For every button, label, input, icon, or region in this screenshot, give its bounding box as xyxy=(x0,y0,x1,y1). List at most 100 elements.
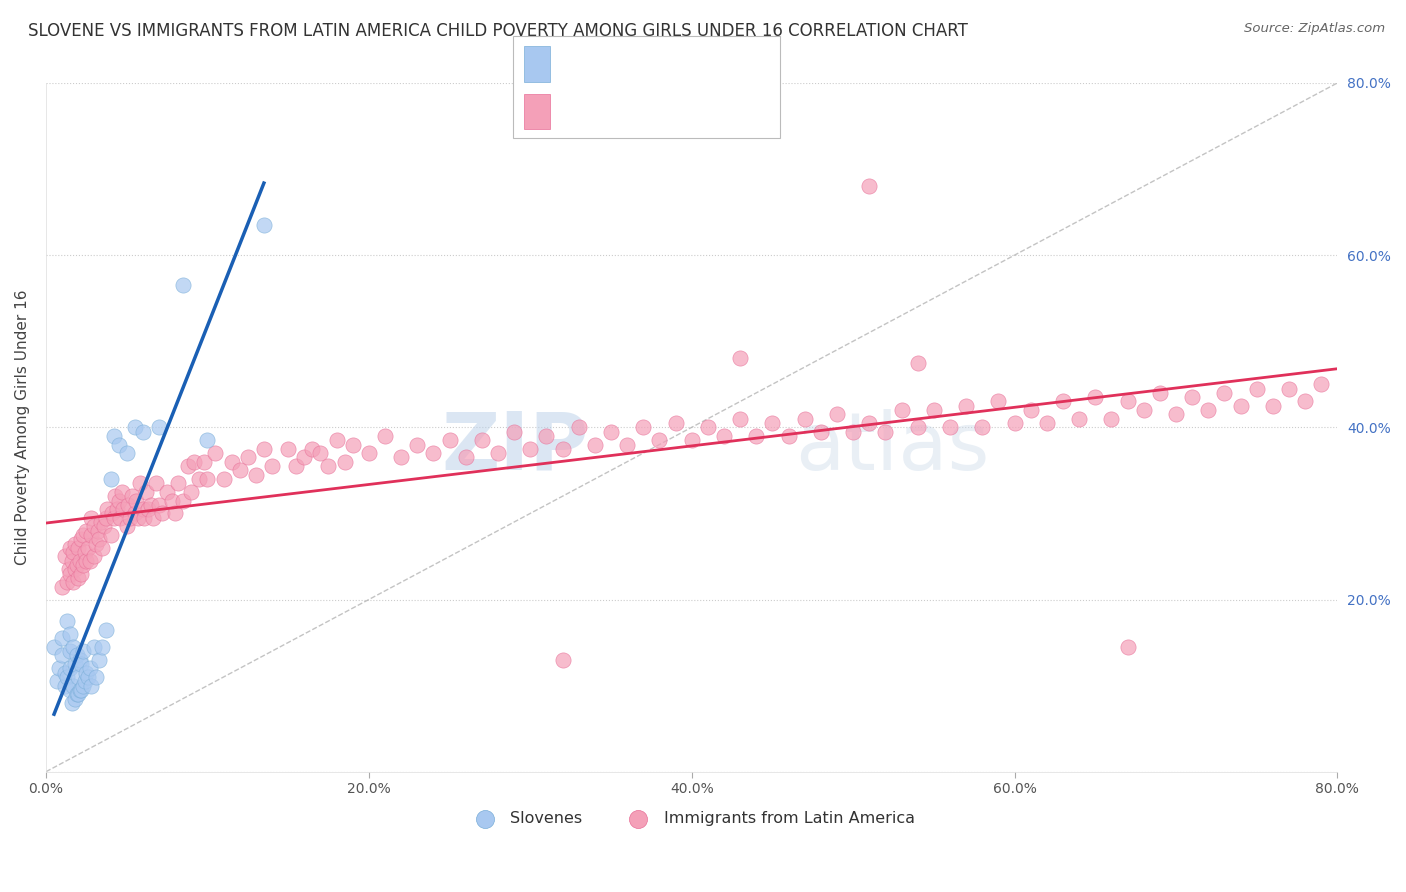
Point xyxy=(318,458,340,473)
Point xyxy=(972,420,994,434)
Point xyxy=(939,420,962,434)
Point xyxy=(793,411,815,425)
Point xyxy=(150,507,173,521)
Text: ZIP: ZIP xyxy=(441,409,588,487)
Point xyxy=(67,687,90,701)
Point xyxy=(69,554,91,568)
Point xyxy=(110,510,132,524)
Point xyxy=(907,420,929,434)
Point xyxy=(128,476,150,491)
Point xyxy=(1164,408,1187,422)
Point xyxy=(125,493,148,508)
Point xyxy=(56,670,79,684)
Point xyxy=(62,575,84,590)
Point xyxy=(93,519,115,533)
Point xyxy=(357,446,380,460)
Point xyxy=(136,502,159,516)
Point xyxy=(167,476,190,491)
Point xyxy=(145,476,167,491)
Point xyxy=(100,472,122,486)
Point xyxy=(70,566,93,581)
Point xyxy=(374,429,396,443)
Point xyxy=(681,434,703,448)
Point xyxy=(471,434,494,448)
Point xyxy=(172,278,194,293)
Point xyxy=(810,425,832,439)
Point xyxy=(72,558,94,572)
Point xyxy=(89,533,111,547)
Point xyxy=(94,510,117,524)
Point xyxy=(59,644,82,658)
Point xyxy=(156,484,179,499)
Point xyxy=(1099,411,1122,425)
Point xyxy=(67,670,90,684)
Point xyxy=(389,450,412,465)
Point xyxy=(221,455,243,469)
Point xyxy=(117,498,139,512)
Point xyxy=(104,489,127,503)
Point xyxy=(148,420,170,434)
Point xyxy=(987,394,1010,409)
Point xyxy=(51,648,73,663)
Point xyxy=(89,653,111,667)
Point xyxy=(79,661,101,675)
Point xyxy=(72,528,94,542)
Point xyxy=(63,657,86,671)
Text: R =: R = xyxy=(558,103,598,120)
Point xyxy=(83,519,105,533)
Point xyxy=(536,429,558,443)
Point xyxy=(197,434,219,448)
Point xyxy=(664,416,686,430)
Point xyxy=(53,679,76,693)
Point xyxy=(503,425,526,439)
Point xyxy=(75,554,97,568)
Point xyxy=(72,679,94,693)
Point xyxy=(1052,394,1074,409)
Point xyxy=(955,399,977,413)
Text: N =: N = xyxy=(650,55,702,73)
Point xyxy=(842,425,865,439)
Point xyxy=(69,653,91,667)
Point xyxy=(66,558,89,572)
Point xyxy=(59,566,82,581)
Point xyxy=(42,640,65,654)
Point xyxy=(212,472,235,486)
Point xyxy=(83,549,105,564)
Point xyxy=(62,545,84,559)
Point xyxy=(285,458,308,473)
Point xyxy=(616,437,638,451)
Point xyxy=(63,691,86,706)
Point xyxy=(67,541,90,555)
Point xyxy=(67,571,90,585)
Point xyxy=(277,442,299,456)
Y-axis label: Child Poverty Among Girls Under 16: Child Poverty Among Girls Under 16 xyxy=(15,290,30,565)
Point xyxy=(56,614,79,628)
Point xyxy=(292,450,315,465)
Point xyxy=(183,455,205,469)
Point xyxy=(253,442,276,456)
Point xyxy=(1019,403,1042,417)
Point xyxy=(111,484,134,499)
Point xyxy=(96,502,118,516)
Point xyxy=(62,679,84,693)
Point xyxy=(406,437,429,451)
Point xyxy=(761,416,783,430)
Point xyxy=(633,420,655,434)
Text: N =: N = xyxy=(650,103,702,120)
Point xyxy=(177,458,200,473)
Text: SLOVENE VS IMMIGRANTS FROM LATIN AMERICA CHILD POVERTY AMONG GIRLS UNDER 16 CORR: SLOVENE VS IMMIGRANTS FROM LATIN AMERICA… xyxy=(28,22,967,40)
Point xyxy=(69,682,91,697)
Point xyxy=(70,682,93,697)
Point xyxy=(107,493,129,508)
Point xyxy=(121,489,143,503)
Point xyxy=(745,429,768,443)
Point xyxy=(139,498,162,512)
Point xyxy=(439,434,461,448)
Point xyxy=(148,498,170,512)
Point xyxy=(70,533,93,547)
Point xyxy=(1181,390,1204,404)
Point xyxy=(77,541,100,555)
Point xyxy=(1116,640,1139,654)
Point xyxy=(253,218,276,232)
Point xyxy=(73,674,96,689)
